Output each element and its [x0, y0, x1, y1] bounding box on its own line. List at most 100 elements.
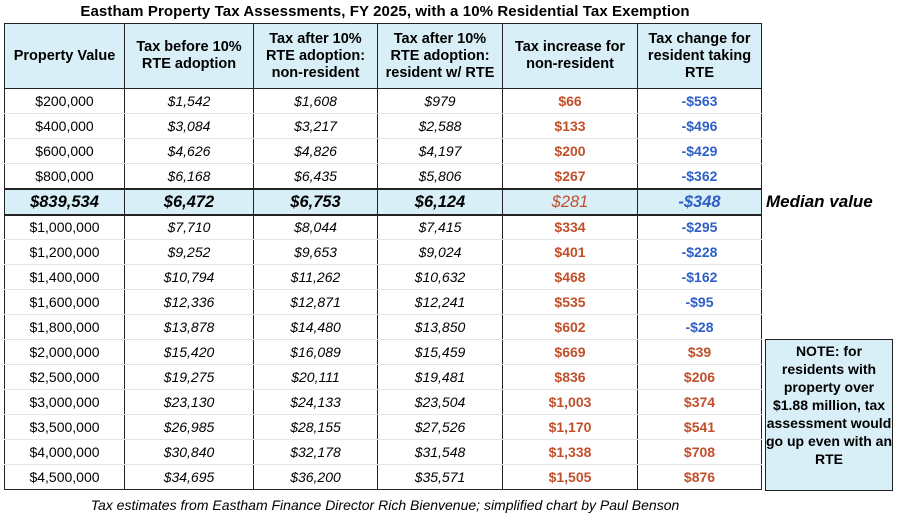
cell-property-value: $3,000,000: [4, 389, 125, 415]
cell-change-resident: -$95: [637, 289, 762, 315]
cell-tax-after-nonresident: $8,044: [253, 214, 378, 240]
note-box: NOTE: for residents with property over $…: [765, 339, 893, 491]
cell-property-value: $1,600,000: [4, 289, 125, 315]
cell-increase-nonresident: $468: [502, 264, 638, 290]
table-row: $4,000,000 $30,840 $32,178 $31,548 $1,338 $70…: [4, 439, 762, 465]
cell-tax-after-nonresident: $6,753: [253, 187, 378, 216]
cell-property-value: $1,400,000: [4, 264, 125, 290]
cell-increase-nonresident: $535: [502, 289, 638, 315]
cell-change-resident: $708: [637, 439, 762, 465]
col-header-change-resident: Tax change for resident taking RTE: [637, 23, 762, 89]
cell-property-value: $1,800,000: [4, 314, 125, 340]
cell-change-resident: -$162: [637, 264, 762, 290]
cell-tax-after-resident: $13,850: [377, 314, 503, 340]
cell-property-value: $1,200,000: [4, 239, 125, 265]
cell-tax-after-resident: $35,571: [377, 464, 503, 490]
cell-change-resident: $39: [637, 339, 762, 365]
cell-property-value: $800,000: [4, 163, 125, 189]
table-row: $1,200,000 $9,252 $9,653 $9,024 $401 -$228: [4, 239, 762, 265]
table-row: $200,000 $1,542 $1,608 $979 $66 -$563: [4, 88, 762, 114]
cell-tax-after-resident: $4,197: [377, 138, 503, 164]
cell-tax-after-resident: $979: [377, 88, 503, 114]
source-caption: Tax estimates from Eastham Finance Direc…: [90, 497, 680, 513]
cell-tax-before: $15,420: [124, 339, 254, 365]
col-header-tax-after-resident: Tax after 10% RTE adoption: resident w/ …: [377, 23, 503, 89]
cell-tax-after-resident: $31,548: [377, 439, 503, 465]
cell-tax-after-nonresident: $14,480: [253, 314, 378, 340]
cell-tax-after-nonresident: $32,178: [253, 439, 378, 465]
cell-change-resident: -$295: [637, 214, 762, 240]
cell-tax-before: $23,130: [124, 389, 254, 415]
cell-increase-nonresident: $133: [502, 113, 638, 139]
col-header-increase-nonresident: Tax increase for non-resident: [502, 23, 638, 89]
cell-tax-after-resident: $12,241: [377, 289, 503, 315]
cell-increase-nonresident: $334: [502, 214, 638, 240]
table-row: $2,500,000 $19,275 $20,111 $19,481 $836 $206: [4, 364, 762, 390]
cell-tax-after-resident: $10,632: [377, 264, 503, 290]
tax-table: Property Value Tax before 10% RTE adopti…: [4, 23, 762, 490]
cell-change-resident: -$496: [637, 113, 762, 139]
cell-tax-after-nonresident: $11,262: [253, 264, 378, 290]
cell-increase-nonresident: $267: [502, 163, 638, 189]
cell-increase-nonresident: $836: [502, 364, 638, 390]
table-row: $1,600,000 $12,336 $12,871 $12,241 $535 -$95: [4, 289, 762, 315]
table-body: $200,000 $1,542 $1,608 $979 $66 -$563 $400,000…: [4, 88, 762, 490]
cell-tax-after-nonresident: $9,653: [253, 239, 378, 265]
table-row: $800,000 $6,168 $6,435 $5,806 $267 -$362: [4, 163, 762, 189]
cell-tax-after-nonresident: $24,133: [253, 389, 378, 415]
table-row: $3,500,000 $26,985 $28,155 $27,526 $1,170 $54…: [4, 414, 762, 440]
table-row: $1,000,000 $7,710 $8,044 $7,415 $334 -$295: [4, 214, 762, 240]
cell-property-value: $400,000: [4, 113, 125, 139]
table-row: $1,800,000 $13,878 $14,480 $13,850 $602 -$28: [4, 314, 762, 340]
cell-change-resident: -$362: [637, 163, 762, 189]
cell-increase-nonresident: $200: [502, 138, 638, 164]
cell-property-value: $600,000: [4, 138, 125, 164]
cell-change-resident: -$228: [637, 239, 762, 265]
cell-tax-after-resident: $19,481: [377, 364, 503, 390]
cell-property-value: $839,534: [4, 187, 125, 216]
table-row: $2,000,000 $15,420 $16,089 $15,459 $669 $39: [4, 339, 762, 365]
table-row: $3,000,000 $23,130 $24,133 $23,504 $1,003 $37…: [4, 389, 762, 415]
cell-tax-before: $4,626: [124, 138, 254, 164]
header-row: Property Value Tax before 10% RTE adopti…: [4, 23, 762, 89]
cell-change-resident: -$563: [637, 88, 762, 114]
cell-change-resident: $206: [637, 364, 762, 390]
cell-change-resident: $876: [637, 464, 762, 490]
cell-tax-before: $34,695: [124, 464, 254, 490]
median-value-label: Median value: [766, 192, 873, 211]
cell-increase-nonresident: $1,003: [502, 389, 638, 415]
cell-tax-before: $13,878: [124, 314, 254, 340]
cell-tax-after-resident: $5,806: [377, 163, 503, 189]
cell-tax-after-resident: $27,526: [377, 414, 503, 440]
cell-tax-before: $9,252: [124, 239, 254, 265]
cell-property-value: $200,000: [4, 88, 125, 114]
cell-tax-before: $6,168: [124, 163, 254, 189]
cell-tax-before: $19,275: [124, 364, 254, 390]
col-header-tax-after-nonresident: Tax after 10% RTE adoption: non-resident: [253, 23, 378, 89]
cell-tax-before: $10,794: [124, 264, 254, 290]
cell-tax-after-resident: $9,024: [377, 239, 503, 265]
cell-tax-after-nonresident: $36,200: [253, 464, 378, 490]
cell-tax-before: $26,985: [124, 414, 254, 440]
cell-tax-after-resident: $23,504: [377, 389, 503, 415]
cell-tax-after-resident: $15,459: [377, 339, 503, 365]
cell-tax-after-nonresident: $16,089: [253, 339, 378, 365]
table-row: $4,500,000 $34,695 $36,200 $35,571 $1,505 $87…: [4, 464, 762, 490]
cell-change-resident: -$348: [637, 187, 762, 216]
cell-increase-nonresident: $66: [502, 88, 638, 114]
cell-increase-nonresident: $602: [502, 314, 638, 340]
cell-increase-nonresident: $401: [502, 239, 638, 265]
cell-tax-before: $6,472: [124, 187, 254, 216]
cell-property-value: $4,000,000: [4, 439, 125, 465]
cell-tax-after-resident: $7,415: [377, 214, 503, 240]
table-row: $1,400,000 $10,794 $11,262 $10,632 $468 -$162: [4, 264, 762, 290]
cell-property-value: $1,000,000: [4, 214, 125, 240]
cell-tax-after-nonresident: $1,608: [253, 88, 378, 114]
cell-tax-after-nonresident: $3,217: [253, 113, 378, 139]
cell-tax-before: $7,710: [124, 214, 254, 240]
cell-tax-after-nonresident: $6,435: [253, 163, 378, 189]
cell-change-resident: -$429: [637, 138, 762, 164]
cell-change-resident: $541: [637, 414, 762, 440]
cell-change-resident: -$28: [637, 314, 762, 340]
cell-tax-before: $30,840: [124, 439, 254, 465]
